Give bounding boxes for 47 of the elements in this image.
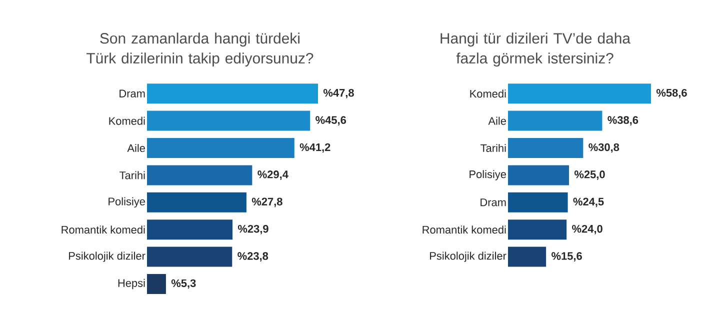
data-label: %38,6 [608,116,638,126]
bar [508,246,546,267]
bar [147,165,252,186]
bar [147,84,318,104]
y-tick-label: Aile [488,116,506,125]
y-tick-label: Tarihi [480,144,506,152]
data-label: %41,2 [300,143,330,153]
y-tick-label: Polisiye [470,170,506,180]
y-tick-label: Tarihi [120,171,145,180]
bar [147,192,246,212]
data-label: %45,6 [316,116,346,126]
y-tick-label: Romantik komedi [62,226,145,234]
y-tick-label: Aile [127,144,145,152]
bar [508,220,567,240]
y-tick-label: Psikolojik diziler [69,252,146,262]
bar [147,274,166,294]
bar [147,220,232,240]
y-tick-label: Psikolojik diziler [430,252,506,262]
bar [508,192,568,212]
y-tick-label: Dram [120,90,145,98]
data-label: %30,8 [588,143,620,153]
chart-title: Hangi tür dizileri TV’de daha fazla görmek istersiniz? [440,32,630,66]
bar [147,138,294,158]
data-label: %23,9 [238,224,268,234]
y-tick-label: Dram [480,198,506,206]
chart-title: Son zamanlarda hangi türdeki Türk dizilerinin takip ediyorsunuz? [86,32,314,67]
y-tick-label: Romantik komedi [422,226,506,234]
bar [508,110,602,131]
y-tick-label: Polisiye [108,197,145,208]
data-label: %24,5 [573,198,604,208]
y-tick-label: Komedi [470,90,506,98]
data-label: %58,6 [656,88,687,98]
bar [147,110,310,131]
bar [508,165,570,186]
bar [508,138,584,158]
data-label: %29,4 [258,170,288,180]
data-label: %25,0 [574,170,605,180]
data-label: %47,8 [323,88,354,98]
data-label: %27,8 [252,198,282,208]
data-label: %24,0 [572,224,602,234]
data-label: %23,8 [238,252,268,262]
y-tick-label: Komedi [109,116,145,125]
bar [147,246,232,267]
y-tick-label: Hepsi [118,278,145,290]
bar [508,84,652,104]
data-label: %5,3 [171,279,196,289]
data-label: %15,6 [552,252,582,262]
